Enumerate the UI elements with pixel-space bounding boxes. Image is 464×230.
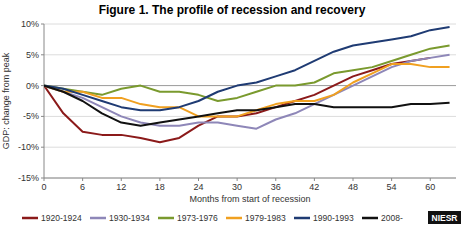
legend-label: 1973-1976 bbox=[177, 213, 218, 223]
x-tick bbox=[314, 178, 315, 181]
x-tick-label: 42 bbox=[309, 182, 319, 192]
legend-swatch bbox=[226, 217, 242, 220]
chart: Figure 1. The profile of recession and r… bbox=[0, 0, 464, 230]
x-tick-label: 24 bbox=[193, 182, 203, 192]
grid-line bbox=[44, 85, 456, 86]
legend-label: 2008- bbox=[381, 213, 403, 223]
x-tick bbox=[430, 178, 431, 181]
legend-label: 1930-1934 bbox=[109, 213, 150, 223]
grid-line bbox=[44, 147, 456, 148]
x-tick bbox=[275, 178, 276, 181]
legend-label: 1990-1993 bbox=[313, 213, 354, 223]
x-tick-label: 12 bbox=[116, 182, 126, 192]
y-tick-label: 5% bbox=[26, 50, 39, 60]
series-line bbox=[44, 86, 450, 126]
legend-swatch bbox=[22, 217, 38, 220]
x-tick-label: 18 bbox=[155, 182, 165, 192]
x-tick-label: 54 bbox=[387, 182, 397, 192]
y-tick-label: -5% bbox=[23, 111, 39, 121]
x-axis bbox=[44, 178, 456, 179]
x-tick-label: 36 bbox=[271, 182, 281, 192]
annotation: NIESR bbox=[432, 213, 458, 223]
grid-line bbox=[44, 54, 456, 55]
y-tick-label: 10% bbox=[21, 19, 39, 29]
plot-area bbox=[44, 27, 450, 142]
y-tick-label: -10% bbox=[18, 142, 39, 152]
x-tick bbox=[82, 178, 83, 181]
title: Figure 1. The profile of recession and r… bbox=[99, 3, 366, 17]
x-tick bbox=[159, 178, 160, 181]
legend-label: 1920-1924 bbox=[41, 213, 82, 223]
x-tick-label: 48 bbox=[348, 182, 358, 192]
x-tick-label: 30 bbox=[232, 182, 242, 192]
x-tick bbox=[198, 178, 199, 181]
x-tick-label: 60 bbox=[425, 182, 435, 192]
grid-line bbox=[44, 24, 456, 25]
legend-swatch bbox=[90, 217, 106, 220]
series-line bbox=[44, 64, 450, 116]
y-axis bbox=[44, 24, 45, 178]
grid-line bbox=[44, 178, 456, 179]
x-tick bbox=[121, 178, 122, 181]
legend-swatch bbox=[158, 217, 174, 220]
x-tick bbox=[44, 178, 45, 181]
series-line bbox=[44, 46, 450, 101]
x-tick-label: 6 bbox=[80, 182, 85, 192]
x-tick bbox=[237, 178, 238, 181]
legend-swatch bbox=[294, 217, 310, 220]
x-axis-label: Months from start of recession bbox=[189, 194, 310, 204]
y-tick-label: -15% bbox=[18, 173, 39, 183]
x-tick-label: 0 bbox=[41, 182, 46, 192]
y-axis-label: GDP: change from peak bbox=[1, 52, 11, 149]
y-tick-label: 0% bbox=[26, 81, 39, 91]
series-line bbox=[44, 27, 450, 110]
series-line bbox=[44, 55, 450, 129]
x-tick bbox=[391, 178, 392, 181]
legend-label: 1979-1983 bbox=[245, 213, 286, 223]
legend-swatch bbox=[362, 217, 378, 220]
x-tick bbox=[353, 178, 354, 181]
logo-box bbox=[428, 211, 461, 224]
